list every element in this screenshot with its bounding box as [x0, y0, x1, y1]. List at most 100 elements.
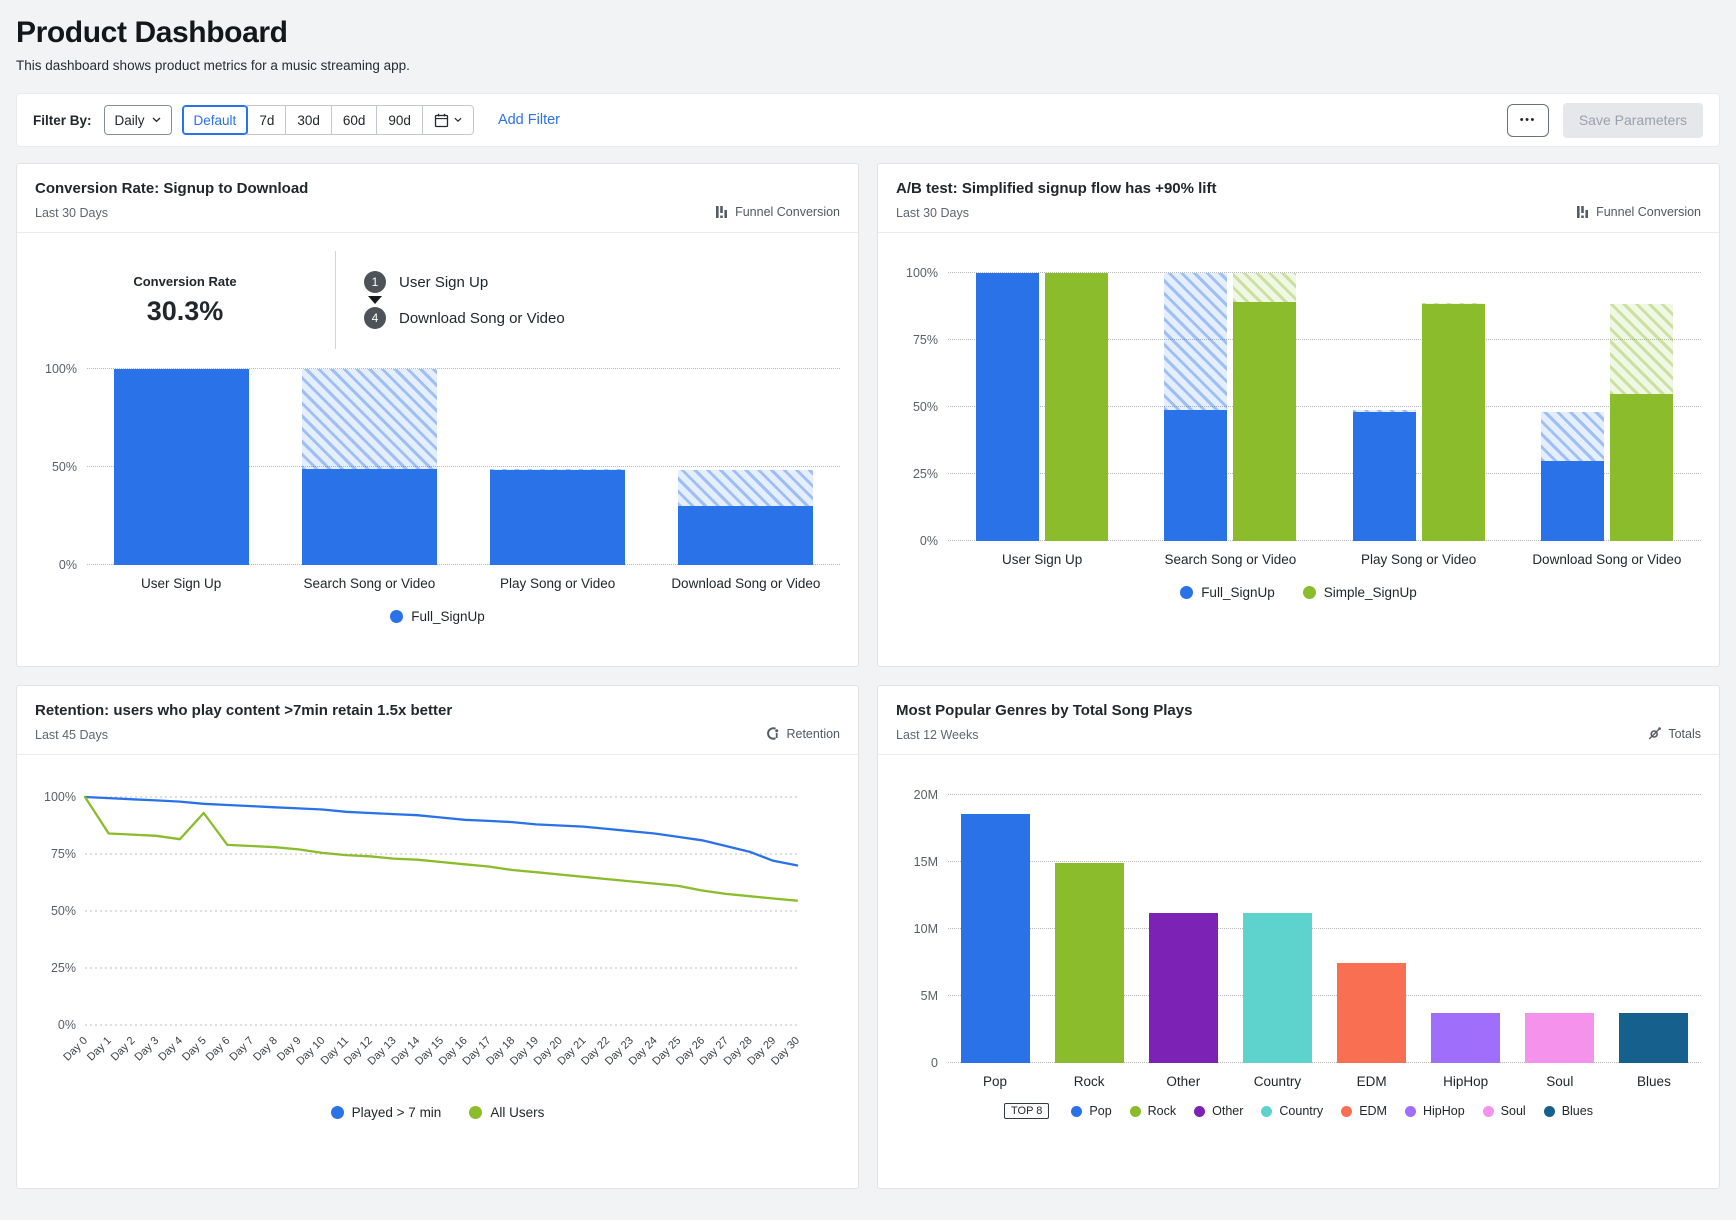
x-category-label: Pop: [983, 1074, 1008, 1089]
y-tick-label: 0%: [58, 558, 77, 572]
legend-label: Played > 7 min: [351, 1105, 442, 1120]
legend-dot: [390, 610, 404, 623]
legend-item-hiphop[interactable]: HipHop: [1404, 1104, 1465, 1118]
legend-dot: [330, 1106, 344, 1119]
bar-user-sign-up-simple-signup[interactable]: [1045, 273, 1109, 541]
legend-item-full-signup[interactable]: Full_SignUp: [390, 609, 485, 624]
bar-rock[interactable]: [1054, 795, 1124, 1063]
gridline: [948, 861, 1701, 862]
legend-item-pop[interactable]: Pop: [1071, 1104, 1112, 1118]
card-body: 0% 25% 50% 75% 100% Day 0 Day 1 Day 2 Day 3 Day 4…: [17, 755, 858, 1188]
bar-pop[interactable]: [960, 795, 1030, 1063]
preset-60d-button[interactable]: 60d: [330, 105, 378, 135]
x-tick-label: Day 6: [204, 1035, 233, 1064]
x-tick-label: Day 0: [61, 1035, 90, 1064]
bar-download-song-or-video-full-signup[interactable]: [1540, 273, 1604, 541]
filter-bar: Filter By: Daily Default 7d 30d 60d 90d …: [16, 93, 1720, 147]
gridline: [948, 473, 1701, 474]
legend-item-rock[interactable]: Rock: [1129, 1104, 1177, 1118]
overflow-menu-button[interactable]: •••: [1506, 103, 1549, 137]
x-tick-label: Day 2: [109, 1035, 138, 1064]
preset-30d-button[interactable]: 30d: [285, 105, 332, 135]
dropoff-hatch: [1352, 409, 1416, 413]
bar-play-song-or-video-simple-signup[interactable]: [1421, 273, 1485, 541]
bar-user-sign-up-full-signup[interactable]: [976, 273, 1040, 541]
funnel-conversion-chart: 0% 50% 100% User Sign Up Search Song or Vide…: [35, 362, 840, 624]
bar-group-rock: [1042, 795, 1136, 1063]
x-tick-label: Day 5: [180, 1035, 209, 1064]
bar-hiphop[interactable]: [1431, 795, 1501, 1063]
conversion-rate-label: Conversion Rate: [133, 273, 237, 289]
line-played-7-min[interactable]: [83, 795, 799, 867]
x-tick-label: Day 1: [85, 1035, 114, 1064]
bar-country[interactable]: [1242, 795, 1312, 1063]
retention-chart: 0% 25% 50% 75% 100% Day 0 Day 1 Day 2 Day 3 Day 4…: [35, 787, 840, 1120]
bar-play-song-or-video-full-signup[interactable]: [1352, 273, 1416, 541]
bar-edm[interactable]: [1337, 795, 1407, 1063]
chevron-down-icon: [152, 117, 160, 123]
gridline: [948, 540, 1701, 541]
card-subtitle: Last 45 Days: [35, 728, 108, 742]
legend-item-simple-signup[interactable]: Simple_SignUp: [1302, 585, 1417, 600]
funnel-steps: 1 User Sign Up 4 Download Song or Video: [364, 271, 565, 329]
panel-conversion-rate: Conversion Rate: Signup to Download Last…: [16, 163, 859, 667]
preset-90d-button[interactable]: 90d: [376, 105, 423, 135]
preset-default-button[interactable]: Default: [181, 105, 249, 135]
x-category-label: Play Song or Video: [499, 576, 616, 591]
bar-blues[interactable]: [1619, 795, 1689, 1063]
x-category-label: Search Song or Video: [303, 576, 436, 591]
bar-download-song-or-video-simple-signup[interactable]: [1609, 273, 1673, 541]
legend-dot: [1543, 1105, 1555, 1117]
bar-download-song-or-video-full-signup[interactable]: [678, 369, 814, 565]
chart-legend: Full_SignUp: [35, 609, 840, 624]
y-tick-label: 15M: [913, 855, 938, 869]
bar-search-song-or-video-full-signup[interactable]: [301, 369, 437, 565]
card-type-label: Totals: [1647, 726, 1701, 742]
y-tick-label: 25%: [51, 961, 76, 975]
y-tick-label: 5M: [920, 989, 938, 1003]
legend-label: Simple_SignUp: [1323, 585, 1417, 600]
line-all-users[interactable]: [83, 795, 799, 902]
legend-label: Rock: [1147, 1104, 1177, 1118]
bar-user-sign-up-full-signup[interactable]: [113, 369, 249, 565]
x-category-label: Blues: [1637, 1074, 1671, 1089]
card-subtitle: Last 30 Days: [35, 206, 108, 220]
legend-item-edm[interactable]: EDM: [1341, 1104, 1387, 1118]
card-header: Conversion Rate: Signup to Download Last…: [17, 164, 858, 233]
card-type-label: Retention: [765, 726, 840, 742]
legend-item-played-7-min[interactable]: Played > 7 min: [330, 1105, 442, 1120]
legend-item-country[interactable]: Country: [1261, 1104, 1323, 1118]
x-category-label: EDM: [1356, 1074, 1387, 1089]
bar-search-song-or-video-full-signup[interactable]: [1164, 273, 1228, 541]
y-tick-label: 75%: [51, 847, 76, 861]
bar-group-blues: [1607, 795, 1701, 1063]
bar-play-song-or-video-full-signup[interactable]: [490, 369, 626, 565]
save-parameters-button[interactable]: Save Parameters: [1562, 102, 1703, 138]
filter-by-label: Filter By:: [33, 112, 92, 128]
custom-date-button[interactable]: [421, 105, 474, 135]
y-tick-label: 25%: [912, 467, 938, 481]
preset-7d-button[interactable]: 7d: [247, 105, 287, 135]
chart-legend: TOP 8 Pop Rock Other Country EDM HipHop Soul Blu…: [896, 1103, 1701, 1119]
legend-item-soul[interactable]: Soul: [1482, 1104, 1526, 1118]
bar-group-hiphop: [1419, 795, 1513, 1063]
legend-item-all-users[interactable]: All Users: [469, 1105, 544, 1120]
x-category-label: Download Song or Video: [1532, 552, 1682, 567]
legend-item-blues[interactable]: Blues: [1543, 1104, 1593, 1118]
card-type-label: Funnel Conversion: [715, 205, 840, 220]
y-axis: 0% 25% 50% 75% 100%: [896, 266, 948, 548]
x-tick-label: Day 4: [156, 1035, 185, 1064]
totals-icon: [1649, 727, 1662, 740]
bar-search-song-or-video-simple-signup[interactable]: [1233, 273, 1297, 541]
panel-ab-test: A/B test: Simplified signup flow has +90…: [877, 163, 1720, 667]
frequency-dropdown[interactable]: Daily: [103, 105, 172, 135]
bar-soul[interactable]: [1525, 795, 1595, 1063]
y-tick-label: 100%: [906, 266, 938, 280]
legend-label: Full_SignUp: [1201, 585, 1275, 600]
legend-dot: [1194, 1105, 1206, 1117]
legend-item-other[interactable]: Other: [1194, 1104, 1243, 1118]
bar-group-download-song-or-video: [652, 369, 840, 565]
bar-other[interactable]: [1148, 795, 1218, 1063]
legend-item-full-signup[interactable]: Full_SignUp: [1180, 585, 1275, 600]
add-filter-link[interactable]: Add Filter: [497, 112, 560, 128]
